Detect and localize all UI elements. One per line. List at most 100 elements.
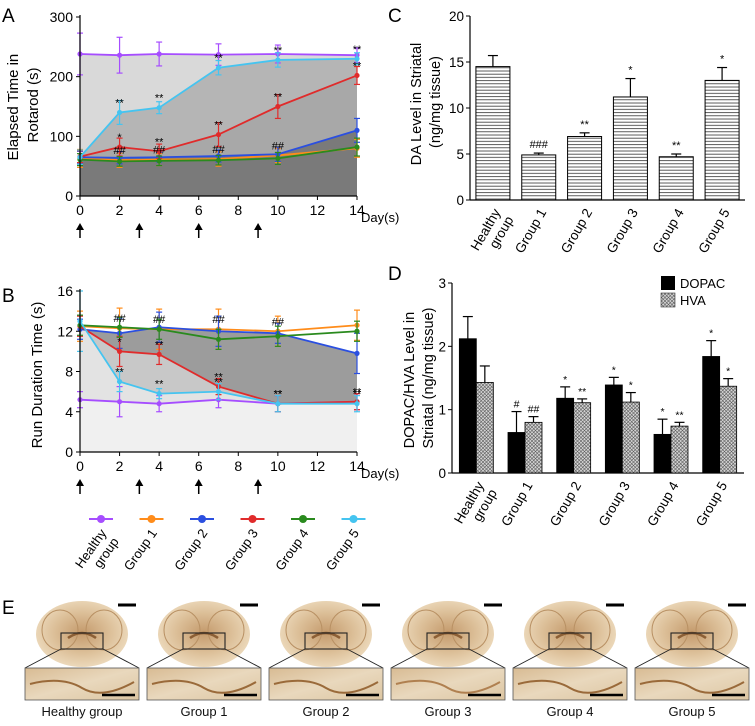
- data-point-healthy: [156, 51, 162, 57]
- legend-label-line: Group 4: [272, 526, 311, 573]
- series-line-group3: [79, 74, 358, 158]
- category-label: Group 2: [547, 479, 584, 529]
- legend-label-group3: Group 3: [222, 526, 261, 573]
- bar-hva: [719, 385, 738, 474]
- significance-label: *: [563, 374, 567, 386]
- y-tick-label: 8: [65, 364, 73, 380]
- significance-label-group5: **: [115, 97, 124, 109]
- y-tick-label: 12: [57, 323, 73, 339]
- legend-marker-healthy: [97, 515, 105, 523]
- significance-label: *: [726, 366, 730, 378]
- bar-dopac: [604, 384, 623, 474]
- legend-label-line: Group 3: [222, 526, 261, 573]
- zoom-connector: [24, 648, 62, 669]
- shaded-band: [80, 326, 357, 404]
- zoom-connector: [346, 648, 384, 669]
- x-tick-label: 8: [234, 458, 242, 474]
- panel-d-legend: DOPAC HVA: [660, 276, 725, 308]
- category-label: Group 3: [596, 479, 633, 529]
- zoom-connector: [102, 648, 140, 669]
- significance-label: *: [720, 54, 725, 66]
- significance-label-group5: **: [353, 44, 362, 56]
- panel-c-ylabel: DA Level in Striatal (ng/mg tissue): [409, 39, 444, 166]
- x-tick-label: 14: [349, 458, 365, 474]
- panel-letter-e: E: [2, 598, 15, 619]
- y-tick-label: 3: [438, 276, 446, 291]
- x-tick-label: 4: [155, 202, 163, 218]
- category-label-line: Group 5: [695, 206, 732, 256]
- y-tick-label: 1: [438, 403, 446, 418]
- panel-a-ylabel-line2: Rotarod (s): [25, 67, 42, 142]
- data-point-healthy: [116, 399, 123, 405]
- panel-letter-a: A: [2, 6, 15, 27]
- panel-d-ylabel: DOPAC/HVA Level in Striatal (ng/mg tissu…: [402, 307, 437, 448]
- data-point-group5: [156, 391, 162, 397]
- series-line-healthy: [79, 53, 358, 57]
- significance-label-group1: ##: [212, 314, 225, 326]
- category-label-line: Group 3: [596, 479, 633, 529]
- data-point-group3: [156, 351, 162, 357]
- panel-e-brain-sections: [24, 601, 750, 701]
- bar: [521, 154, 557, 201]
- injection-arrow-head: [194, 479, 203, 486]
- series-line-group4: [79, 324, 358, 341]
- x-tick-label: 8: [234, 202, 242, 218]
- x-tick-label: 0: [76, 202, 84, 218]
- injection-arrow-head: [254, 223, 263, 230]
- data-point-group4: [116, 158, 123, 164]
- y-tick-label: 200: [50, 69, 74, 85]
- data-point-group4: [156, 158, 162, 164]
- legend-label-group5: Group 5: [323, 526, 362, 573]
- significance-label: **: [580, 119, 589, 131]
- legend-dopac-label: DOPAC: [680, 276, 725, 291]
- significance-label-group5: **: [274, 45, 283, 57]
- series-line-group5: [79, 57, 358, 158]
- x-tick-label: 2: [116, 458, 124, 474]
- panel-c-ylabel-line1: DA Level in Striatal: [409, 43, 425, 166]
- data-point-group3: [354, 72, 360, 79]
- significance-label-group3: *: [117, 132, 122, 144]
- significance-label: **: [675, 409, 683, 421]
- series-line-group2: [79, 129, 358, 159]
- significance-label-group3: **: [155, 339, 164, 351]
- significance-label-group3: **: [353, 387, 362, 399]
- panel-letter-b: B: [2, 286, 15, 307]
- inset-fiber-staining: [639, 679, 745, 694]
- zoom-connector: [634, 648, 672, 669]
- significance-label: *: [629, 380, 633, 392]
- injection-arrow-head: [254, 479, 263, 486]
- legend-label-healthy: Healthygroup: [72, 526, 122, 580]
- significance-label-group1: ##: [153, 314, 166, 326]
- category-label-line: Group 5: [693, 479, 730, 529]
- zoom-connector: [512, 648, 550, 669]
- zoom-box: [60, 632, 104, 650]
- brain-label-group1: Group 1: [180, 704, 228, 719]
- data-point-group5: [116, 378, 123, 385]
- legend-marker-group5: [349, 515, 358, 523]
- y-tick-label: 16: [57, 283, 73, 299]
- significance-label-group1: ##: [153, 145, 166, 157]
- data-point-group5: [354, 401, 360, 407]
- bar-dopac: [458, 338, 477, 474]
- significance-label: *: [612, 364, 616, 376]
- panel-b-ylabel: Run Duration Time (s): [29, 302, 46, 449]
- x-tick-label: 12: [310, 458, 326, 474]
- significance-label-group3: *: [117, 336, 122, 348]
- y-tick-label: 300: [50, 9, 74, 25]
- significance-label: **: [672, 140, 681, 152]
- series-line-group2: [79, 326, 358, 355]
- significance-label-group5: **: [155, 379, 164, 391]
- significance-label-group1: ##: [113, 145, 126, 157]
- panel-d-ylabel-line2: Striatal (ng/mg tissue): [421, 307, 437, 448]
- injection-arrow-head: [194, 223, 203, 230]
- significance-label-group3: **: [274, 92, 283, 104]
- data-point-group4: [215, 336, 222, 342]
- panel-a-ylabel: Elapsed Time in Rotarod (s): [5, 50, 42, 161]
- data-point-group5: [156, 105, 162, 111]
- bar-hva: [475, 382, 494, 474]
- zoom-box: [548, 632, 592, 650]
- significance-label-group5: **: [214, 53, 223, 65]
